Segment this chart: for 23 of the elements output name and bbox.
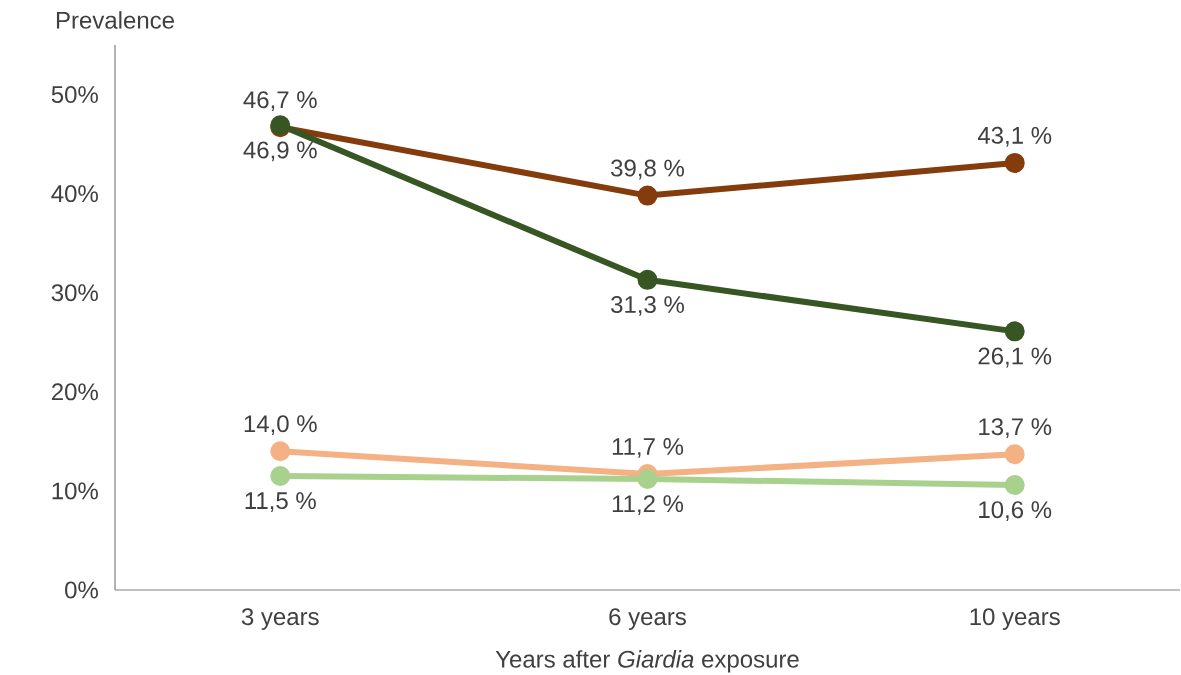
x-tick-label: 6 years [609, 608, 686, 630]
y-tick-label: 0% [65, 581, 98, 599]
data-label: 39,8 % [611, 159, 684, 180]
y-tick-label: 20% [51, 383, 98, 401]
x-tick-label: 10 years [970, 608, 1060, 630]
x-tick-label: 3 years [241, 608, 319, 630]
y-axis-title: Prevalence [56, 11, 174, 29]
data-label: 46,7 % [243, 91, 317, 112]
data-label: 26,1 % [978, 347, 1052, 368]
data-label: 14,0 % [244, 415, 317, 436]
data-label: 46,9 % [243, 141, 317, 162]
data-label: 11,2 % [612, 495, 684, 516]
data-label: 10,6 % [979, 501, 1052, 521]
data-label: 43,1 % [977, 126, 1052, 147]
y-tick-label: 40% [51, 185, 98, 203]
data-label: 11,5 % [245, 492, 316, 512]
y-tick-label: 10% [52, 482, 98, 500]
y-tick-label: 50% [51, 86, 98, 104]
x-axis-title: Years after Giardia exposure [495, 650, 799, 673]
data-label: 13,7 % [979, 418, 1052, 439]
y-tick-label: 30% [51, 284, 98, 302]
data-label: 31,3 % [611, 296, 684, 316]
data-label: 11,7 % [612, 438, 684, 458]
